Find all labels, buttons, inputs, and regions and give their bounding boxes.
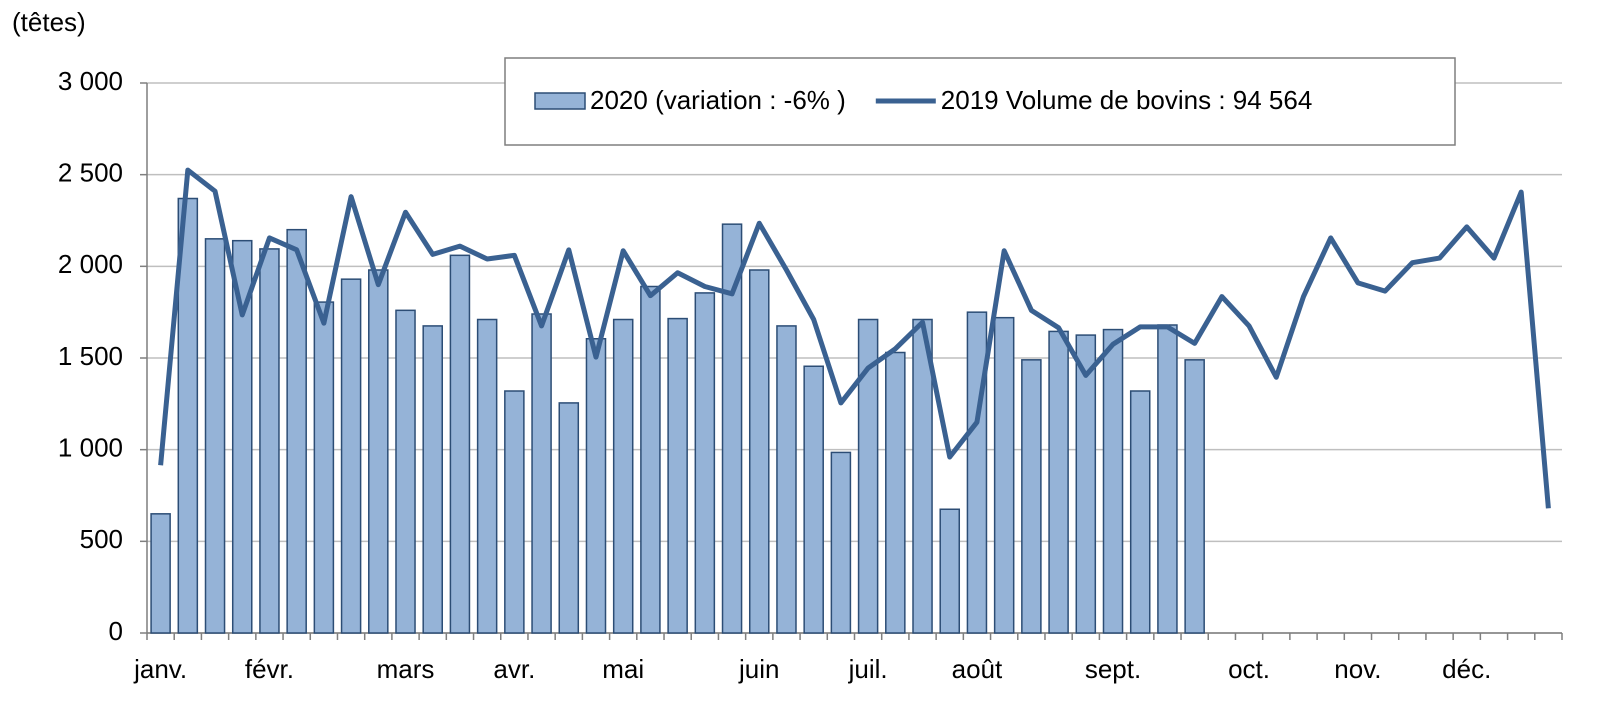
bar [150,513,171,634]
x-tick-label: janv. [133,654,187,684]
bar [694,292,716,634]
bar [531,313,552,634]
legend-swatch [534,92,586,110]
bar [912,318,933,634]
bar [612,318,634,634]
bar [286,228,307,634]
y-axis-label: (têtes) [12,7,86,37]
legend-label: 2019 Volume de bovins : 94 564 [941,85,1313,115]
y-tick-label: 1 000 [58,433,123,463]
bar [395,309,416,634]
x-tick-label: sept. [1085,654,1141,684]
y-tick-label: 1 500 [58,341,123,371]
bar [993,316,1015,634]
bar [449,254,471,634]
bar [1157,324,1178,634]
legend-box [504,57,1456,146]
bar [313,301,335,634]
bar [476,318,498,634]
bar [748,269,770,634]
bar [803,365,824,634]
bar [640,285,661,634]
bar [1102,328,1124,634]
x-tick-label: août [952,654,1003,684]
bar [1129,390,1151,634]
y-tick-label: 2 500 [58,158,123,188]
bar [667,317,688,634]
x-tick-label: juin [738,654,779,684]
bar [721,223,743,634]
bar [177,197,199,634]
bar [558,402,580,634]
bar [422,325,443,634]
x-tick-label: déc. [1442,654,1491,684]
bar [368,269,389,634]
y-tick-label: 500 [80,524,123,554]
bar [1021,359,1042,634]
bar [231,239,253,634]
legend-label: 2020 (variation : -6% ) [590,85,846,115]
y-tick-label: 2 000 [58,249,123,279]
x-tick-label: oct. [1228,654,1270,684]
bar [504,390,525,634]
x-tick-label: mars [377,654,435,684]
bar [885,351,906,634]
bar [966,311,988,634]
bar [1048,330,1069,634]
x-tick-label: mai [602,654,644,684]
bar [830,451,852,634]
x-tick-label: févr. [245,654,294,684]
bar [1184,359,1205,634]
bar [776,325,797,634]
x-tick-label: avr. [493,654,535,684]
bar [585,338,607,634]
y-tick-label: 0 [109,616,123,646]
bar [939,508,961,634]
bar [1075,334,1097,634]
bar [259,248,280,634]
bar [204,238,226,634]
bar [340,278,362,634]
x-tick-label: nov. [1334,654,1381,684]
bar [857,318,879,634]
x-tick-label: juil. [848,654,888,684]
y-tick-label: 3 000 [58,66,123,96]
line [158,167,1551,509]
